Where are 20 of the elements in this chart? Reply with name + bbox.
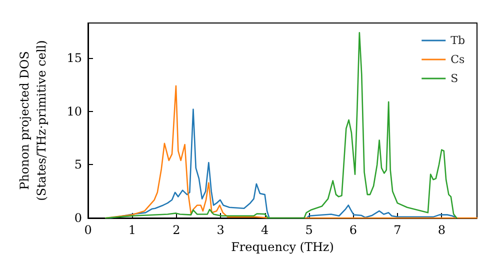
x-tick-label: 1 bbox=[128, 223, 136, 237]
x-tick-label: 4 bbox=[261, 223, 269, 237]
x-axis-title: Frequency (THz) bbox=[231, 240, 334, 254]
x-tick-label: 7 bbox=[394, 223, 402, 237]
line-series bbox=[109, 108, 458, 219]
y-tick-label: 0 bbox=[74, 211, 82, 225]
line-series bbox=[105, 85, 478, 219]
legend-label: S bbox=[450, 72, 458, 85]
x-tick-label: 5 bbox=[305, 223, 313, 237]
y-tick-label: 5 bbox=[74, 158, 82, 172]
x-tick-label: 2 bbox=[172, 223, 180, 237]
x-tick-label: 8 bbox=[438, 223, 446, 237]
y-tick-label: 10 bbox=[66, 104, 82, 118]
y-tick-label: 15 bbox=[66, 51, 82, 66]
x-tick-label: 6 bbox=[349, 223, 358, 237]
legend-label: Tb bbox=[450, 34, 466, 47]
y-axis-title: Phonon projected DOS (States/THz·primitive cell) bbox=[18, 40, 48, 201]
x-tick-label: 3 bbox=[216, 223, 224, 237]
legend-label: Cs bbox=[450, 53, 466, 66]
x-tick-label: 0 bbox=[84, 223, 92, 237]
